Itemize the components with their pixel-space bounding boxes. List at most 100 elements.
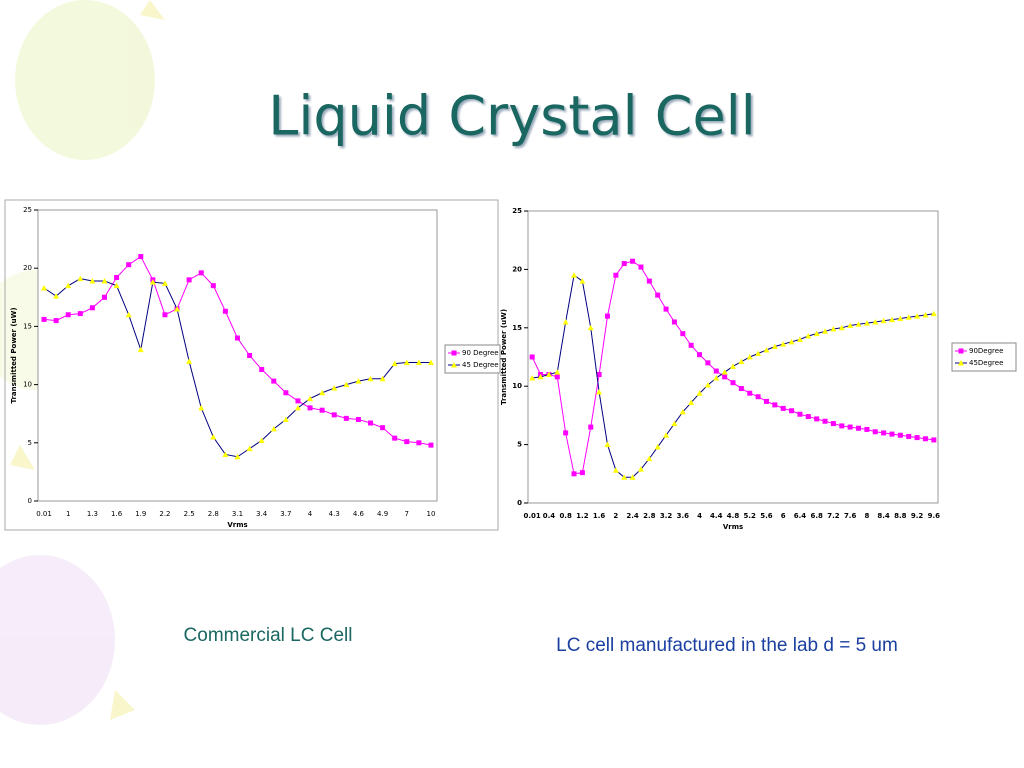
marker — [872, 318, 879, 325]
x-tick-label: 2.8 — [643, 512, 656, 520]
x-tick-label: 4.3 — [329, 510, 340, 518]
marker — [41, 316, 47, 322]
marker — [529, 375, 536, 381]
marker — [805, 414, 811, 420]
marker — [697, 352, 703, 358]
marker — [270, 425, 277, 432]
marker — [772, 402, 778, 408]
marker — [705, 360, 711, 366]
x-tick-label: 6 — [781, 512, 786, 520]
marker — [922, 436, 928, 442]
marker — [738, 358, 745, 365]
marker — [563, 430, 569, 436]
marker — [688, 399, 695, 406]
legend-label: 90Degree — [969, 347, 1003, 355]
y-tick-label: 5 — [517, 441, 522, 449]
marker — [579, 470, 585, 476]
marker — [780, 405, 786, 411]
marker — [713, 375, 720, 381]
x-tick-label: 0.8 — [559, 512, 572, 520]
marker — [137, 346, 144, 353]
marker — [186, 277, 192, 283]
marker — [271, 378, 277, 384]
marker — [331, 412, 337, 418]
marker — [41, 284, 48, 291]
x-tick-label: 4 — [697, 512, 702, 520]
chart: 0 5 10 15 20 25 0.01 0.4 0.8 1.2 1.6 2 2.4 2.8 3.2 3.6 4… — [500, 207, 1017, 531]
marker — [554, 369, 561, 375]
marker — [747, 390, 753, 396]
x-tick-label: 2.8 — [208, 510, 219, 518]
marker — [822, 418, 828, 424]
marker — [830, 421, 836, 427]
marker — [646, 455, 653, 462]
marker — [914, 435, 920, 441]
x-tick-label: 7 — [405, 510, 409, 518]
marker — [283, 390, 289, 396]
marker — [696, 390, 703, 396]
y-tick-label: 0 — [28, 497, 32, 505]
y-tick-label: 15 — [512, 324, 522, 332]
marker — [847, 322, 854, 328]
marker — [872, 429, 878, 435]
x-axis-label: Vrms — [227, 521, 247, 529]
marker — [646, 278, 652, 284]
x-tick-label: 9.6 — [928, 512, 941, 520]
x-tick-label: 1.6 — [593, 512, 606, 520]
marker — [813, 330, 820, 337]
marker — [392, 435, 398, 441]
marker — [161, 280, 168, 286]
marker — [713, 368, 719, 374]
legend-label: 90 Degree — [462, 349, 499, 357]
legend-marker — [451, 362, 457, 368]
marker — [295, 398, 301, 404]
marker — [596, 389, 603, 395]
marker — [688, 342, 694, 348]
marker — [427, 359, 434, 365]
marker — [77, 275, 84, 282]
x-tick-label: 4.6 — [353, 510, 365, 518]
x-tick-label: 7.6 — [844, 512, 857, 520]
marker — [53, 293, 60, 299]
marker — [738, 386, 744, 392]
marker — [914, 313, 921, 319]
legend-label: 45Degree — [969, 359, 1003, 367]
x-tick-label: 8.4 — [877, 512, 890, 520]
marker — [864, 426, 870, 432]
marker — [830, 325, 837, 332]
marker — [343, 415, 349, 421]
marker — [246, 445, 253, 452]
x-tick-label: 10 — [426, 510, 435, 518]
marker — [746, 354, 753, 360]
slide-title: Liquid Crystal Cell — [268, 85, 755, 148]
marker — [788, 338, 795, 345]
marker — [604, 441, 611, 448]
marker — [763, 346, 770, 353]
marker — [663, 306, 669, 312]
marker — [680, 331, 686, 337]
marker — [126, 262, 132, 268]
marker — [65, 282, 72, 289]
marker — [888, 316, 895, 323]
marker — [343, 381, 350, 388]
marker — [319, 407, 325, 413]
x-tick-label: 1.2 — [576, 512, 589, 520]
marker — [234, 453, 241, 460]
y-tick-label: 25 — [512, 207, 522, 215]
marker — [679, 408, 686, 415]
marker — [331, 385, 338, 391]
marker — [89, 305, 95, 311]
marker — [621, 474, 628, 480]
x-tick-label: 6.8 — [810, 512, 823, 520]
marker — [174, 305, 181, 312]
marker — [149, 279, 156, 285]
marker — [53, 318, 59, 324]
marker — [102, 294, 107, 300]
marker — [367, 375, 374, 382]
marker — [404, 439, 410, 445]
marker — [663, 432, 670, 438]
marker — [889, 431, 895, 437]
marker — [65, 312, 71, 318]
x-tick-label: 1 — [66, 510, 70, 518]
